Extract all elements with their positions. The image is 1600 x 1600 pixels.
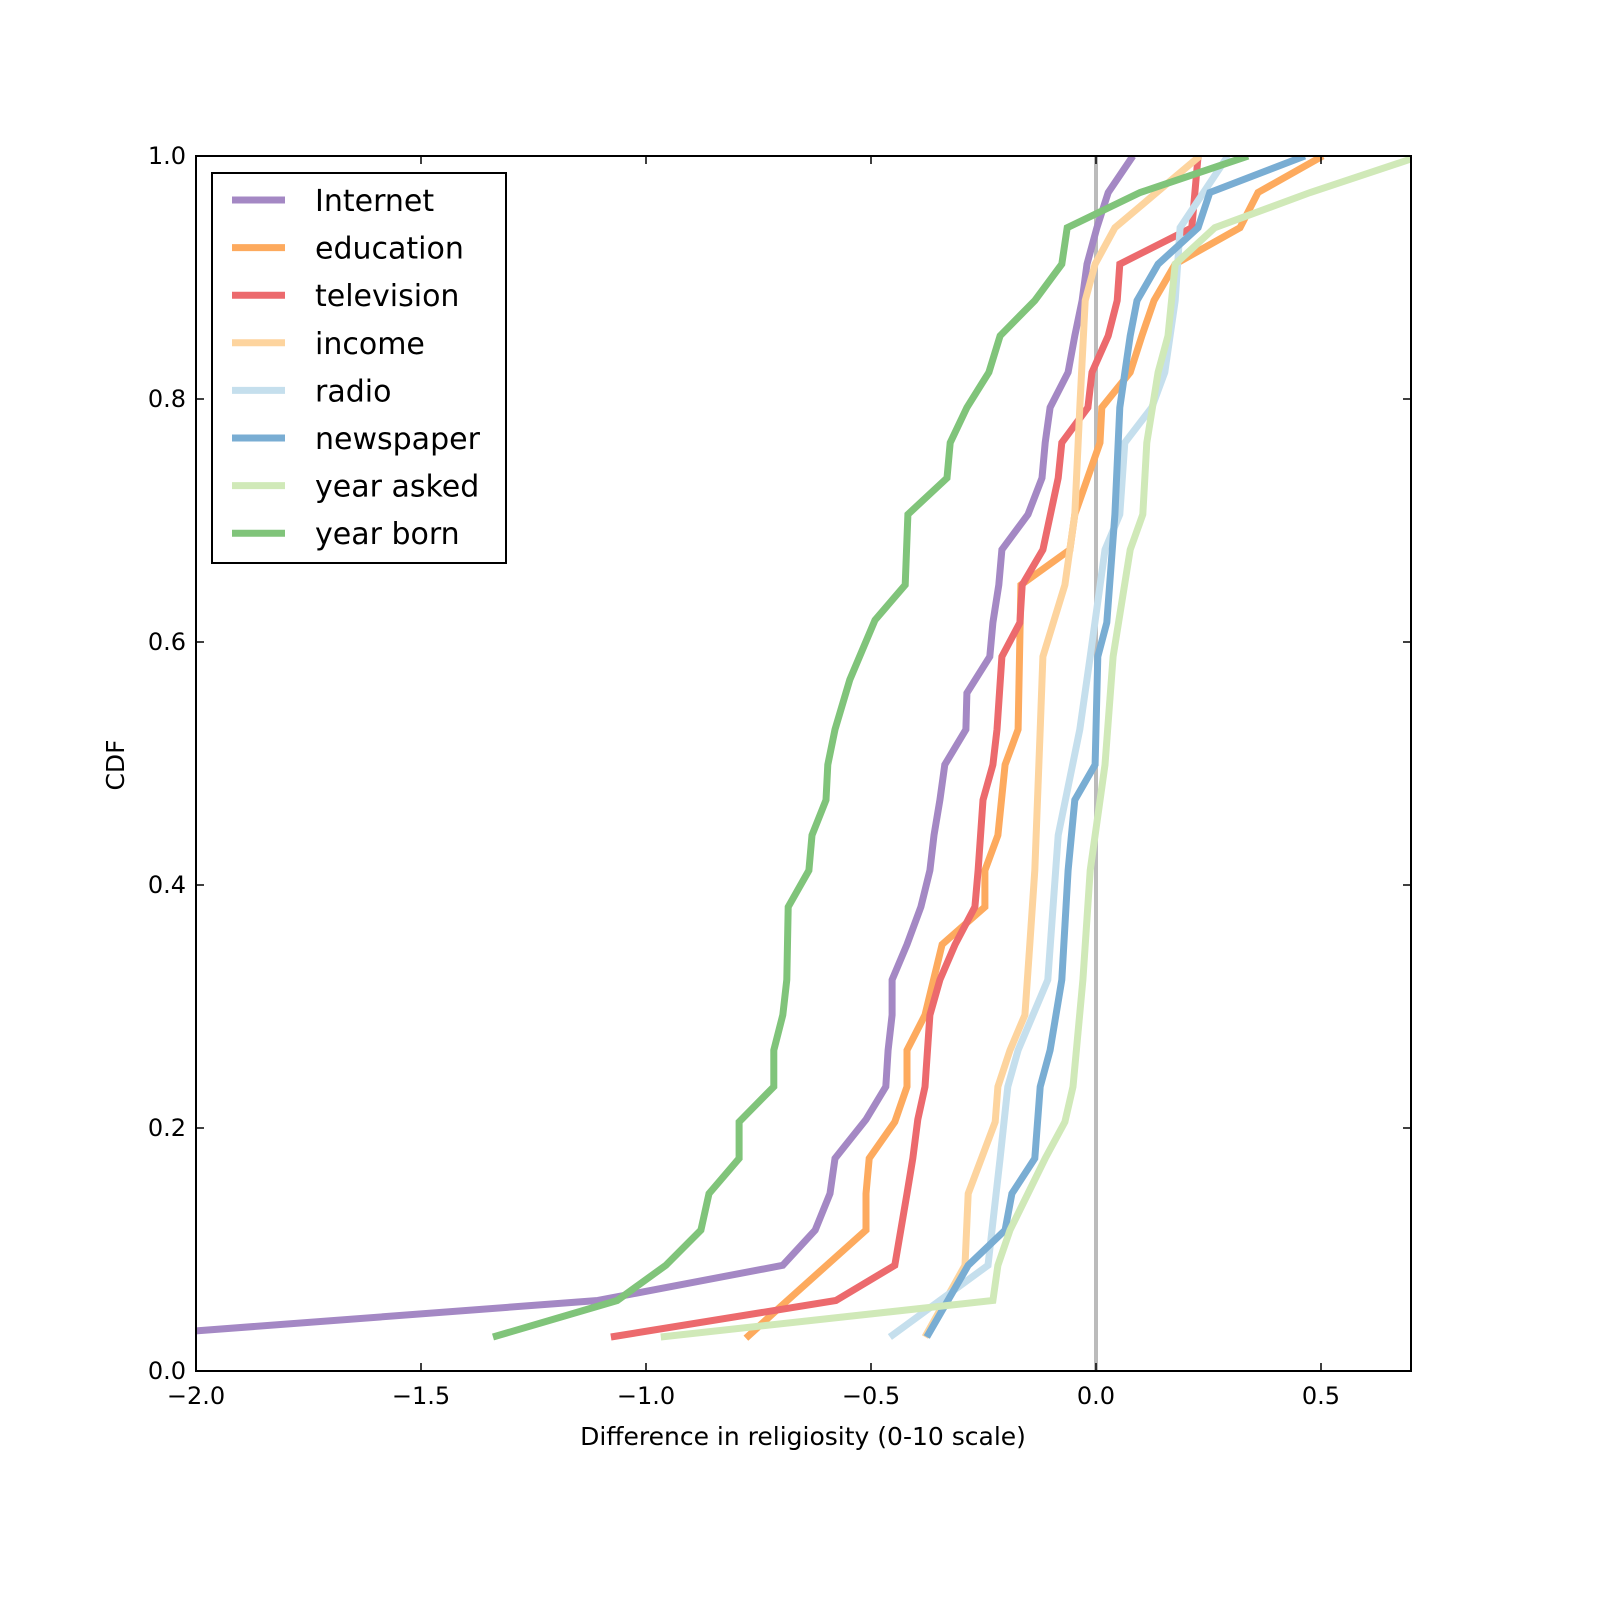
legend-entry: radio	[232, 374, 391, 409]
tick-layer: −2.0 −1.5 −1.0 −0.5 0.0 0.5 0.0 0.2 0.4 0.6 0.8 1.0	[148, 142, 1411, 1410]
series-line-internet	[196, 156, 1136, 1335]
series-line-income	[921, 156, 1203, 1339]
y-tick-label: 0.4	[148, 871, 186, 899]
legend-box	[211, 172, 507, 564]
legend-entry: television	[232, 279, 459, 314]
legend-label: radio	[315, 374, 391, 409]
y-axis-label: CDF	[101, 739, 130, 790]
legend-entry: year born	[232, 517, 460, 552]
x-tick-label: −2.0	[167, 1382, 225, 1410]
legend: Internet education television income radio ne…	[211, 172, 507, 564]
y-tick-label: 0.8	[148, 385, 186, 413]
series-line-education	[743, 156, 1325, 1341]
x-tick-label: −0.5	[842, 1382, 900, 1410]
legend-label: television	[315, 279, 459, 314]
series-layer	[196, 156, 1411, 1341]
legend-label: income	[315, 327, 425, 362]
legend-label: year asked	[315, 470, 479, 505]
legend-label: education	[315, 232, 464, 267]
y-tick-label: 0.6	[148, 628, 186, 656]
x-tick-label: 0.0	[1077, 1382, 1115, 1410]
legend-entry: education	[232, 232, 464, 267]
y-tick-label: 0.0	[148, 1357, 186, 1385]
legend-entry: year asked	[232, 470, 479, 505]
series-line-year-born	[492, 156, 1250, 1341]
y-tick-label: 1.0	[148, 142, 186, 170]
plot-frame	[195, 155, 1412, 1372]
x-axis-label: Difference in religiosity (0-10 scale)	[580, 1422, 1026, 1451]
legend-label: Internet	[315, 184, 434, 219]
x-tick-label: −1.5	[392, 1382, 450, 1410]
x-tick-label: 0.5	[1302, 1382, 1340, 1410]
series-line-year-asked	[660, 156, 1411, 1341]
legend-entry: income	[232, 327, 425, 362]
x-tick-label: −1.0	[617, 1382, 675, 1410]
y-tick-label: 0.2	[148, 1114, 186, 1142]
series-line-radio	[887, 156, 1231, 1340]
legend-entry: Internet	[232, 184, 434, 219]
series-line-television	[610, 156, 1202, 1341]
legend-label: year born	[315, 517, 460, 552]
legend-label: newspaper	[315, 422, 481, 457]
legend-entry: newspaper	[232, 422, 481, 457]
series-line-newspaper	[923, 156, 1307, 1339]
